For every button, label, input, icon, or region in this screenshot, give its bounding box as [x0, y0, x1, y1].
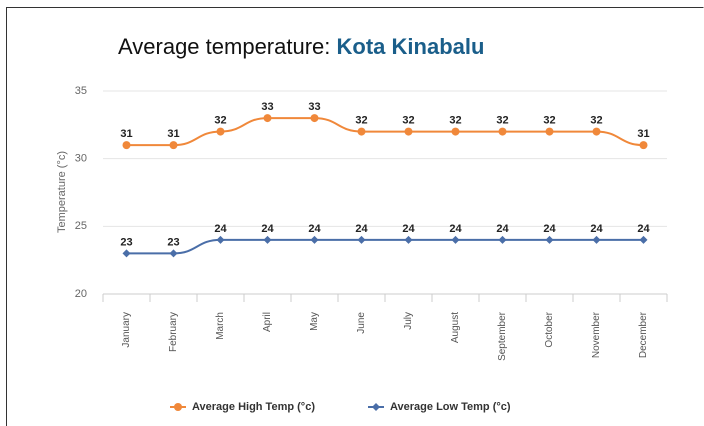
x-tick-label: July [403, 312, 414, 330]
frame [6, 7, 704, 426]
data-label: 32 [496, 115, 508, 127]
point [122, 249, 131, 258]
data-label: 32 [355, 115, 367, 127]
point [592, 235, 601, 244]
x-tick-label: April [262, 312, 273, 332]
point [545, 127, 554, 136]
point [545, 235, 554, 244]
x-tick-label: May [309, 312, 320, 331]
y-tick-label: 20 [75, 288, 87, 300]
series-line [126, 238, 644, 255]
point [498, 235, 507, 244]
data-label: 24 [543, 223, 556, 235]
point [263, 235, 272, 244]
point [263, 114, 272, 123]
data-label: 24 [402, 223, 415, 235]
data-label: 24 [637, 223, 650, 235]
data-label: 24 [590, 223, 603, 235]
chart-title-place: Kota Kinabalu [337, 34, 485, 59]
point [169, 141, 178, 150]
x-tick-label: March [215, 312, 226, 340]
data-label: 24 [261, 223, 274, 235]
x-tick-label: June [356, 312, 367, 334]
x-tick-label: September [497, 311, 508, 361]
point [357, 127, 366, 136]
chart-title: Average temperature: Kota Kinabalu [118, 34, 484, 59]
point [639, 141, 648, 150]
data-label: 24 [449, 223, 462, 235]
data-label: 33 [308, 101, 320, 113]
data-label: 24 [355, 223, 368, 235]
data-label: 24 [496, 223, 509, 235]
data-label: 31 [637, 128, 649, 140]
data-label: 32 [214, 115, 226, 127]
y-tick-label: 35 [75, 85, 87, 97]
data-label: 23 [167, 236, 179, 248]
point [498, 127, 507, 136]
x-tick-label: February [168, 312, 179, 352]
point [169, 249, 178, 258]
y-tick-label: 25 [75, 220, 87, 232]
point [310, 235, 319, 244]
legend-label: Average High Temp (°c) [192, 401, 315, 413]
data-label: 33 [261, 101, 273, 113]
y-tick-label: 30 [75, 153, 87, 165]
data-label: 32 [543, 115, 555, 127]
data-label: 24 [214, 223, 227, 235]
legend-label: Average Low Temp (°c) [390, 401, 511, 413]
point [639, 235, 648, 244]
y-axis-label: Temperature (°c) [56, 151, 68, 233]
point [451, 127, 460, 136]
series-line [126, 117, 644, 147]
point [216, 127, 225, 136]
legend-marker [174, 403, 182, 411]
point [592, 127, 601, 136]
x-tick-label: August [450, 312, 461, 343]
data-label: 31 [167, 128, 179, 140]
point [122, 141, 131, 150]
x-tick-label: January [121, 312, 132, 348]
point [216, 235, 225, 244]
point [404, 127, 413, 136]
data-label: 31 [120, 128, 132, 140]
data-label: 32 [402, 115, 414, 127]
x-tick-label: November [591, 311, 602, 358]
chart-title-text: Average temperature: [118, 34, 330, 59]
x-tick-label: December [638, 311, 649, 358]
point [404, 235, 413, 244]
data-label: 23 [120, 236, 132, 248]
point [357, 235, 366, 244]
x-tick-label: October [544, 311, 555, 347]
point [451, 235, 460, 244]
data-label: 24 [308, 223, 321, 235]
data-label: 32 [590, 115, 602, 127]
data-label: 32 [449, 115, 461, 127]
point [310, 114, 319, 123]
legend-marker [372, 403, 380, 411]
